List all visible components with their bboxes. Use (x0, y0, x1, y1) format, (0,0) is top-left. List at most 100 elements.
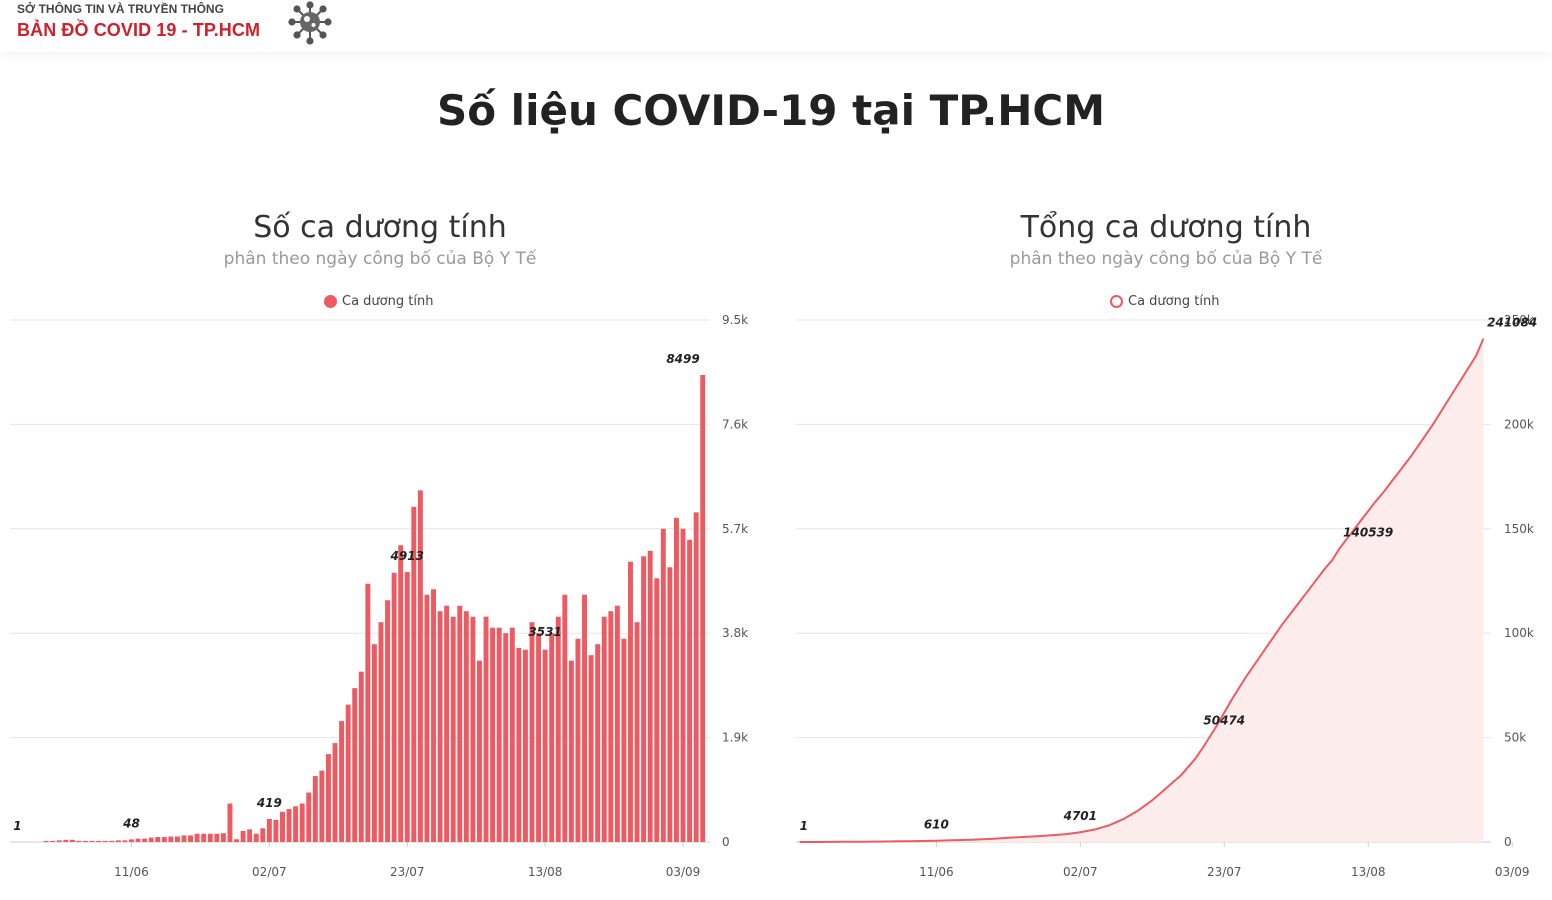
chart1-bar (680, 528, 686, 842)
chart1-bar (693, 512, 699, 842)
chart1-bar (339, 721, 345, 842)
chart1-y-tick-label: 9.5k (722, 313, 748, 327)
chart1-bar (398, 545, 404, 842)
chart1-bar (148, 837, 154, 842)
chart1-bar (286, 809, 292, 842)
chart1-bar (628, 561, 633, 842)
chart1-bar (234, 839, 239, 842)
chart1-bar (555, 616, 561, 842)
chart2-title: Tổng ca dương tính (1020, 210, 1312, 245)
header-org-name: SỞ THÔNG TIN VÀ TRUYỀN THÔNG (17, 2, 224, 16)
chart2-y-tick-label: 0 (1504, 835, 1512, 849)
chart1-bar (437, 611, 443, 842)
chart1-bar (293, 806, 299, 842)
chart1-bar (214, 833, 220, 842)
chart1-data-label: 8499 (666, 352, 699, 366)
chart1-x-tick-label: 23/07 (390, 865, 425, 879)
chart1-x-tick-label: 03/09 (666, 865, 701, 879)
chart2-subtitle: phân theo ngày công bố của Bộ Y Tế (1009, 249, 1323, 269)
chart1-bar (253, 833, 259, 842)
chart1-bar (411, 506, 417, 842)
chart1-bar (385, 600, 391, 842)
chart1-bar (280, 811, 285, 842)
chart1-bar (516, 647, 522, 842)
chart1-bar (142, 838, 148, 842)
chart2-x-tick-label: 23/07 (1207, 865, 1242, 879)
chart1-bar (588, 655, 594, 842)
chart1-bar (273, 820, 279, 842)
chart1-bar (50, 840, 56, 842)
header-site-title[interactable]: BẢN ĐỒ COVID 19 - TP.HCM (17, 20, 261, 40)
chart1-bar (457, 605, 463, 842)
chart1-bar (174, 836, 180, 842)
chart2-y-tick-label: 150k (1504, 522, 1534, 536)
chart1-bar (470, 616, 476, 842)
chart1-bar (345, 704, 351, 842)
chart1-bar (89, 840, 95, 842)
chart1-bar (549, 633, 555, 842)
chart1-bar (667, 567, 673, 842)
chart1-bar (490, 627, 496, 842)
chart1-y-tick-label: 0 (722, 835, 730, 849)
chart1-bar (168, 836, 174, 842)
chart1-y-tick-label: 7.6k (722, 417, 748, 431)
chart1-bar (496, 627, 502, 842)
chart1-bar (700, 375, 706, 842)
chart2-legend[interactable]: Ca dương tính (1110, 294, 1219, 309)
chart1-bar (227, 803, 233, 842)
chart1-bar (450, 616, 456, 842)
chart1-data-label: 419 (256, 796, 282, 810)
chart1-bar (102, 840, 108, 842)
chart1-data-label: 3531 (528, 625, 561, 639)
chart1-bar (660, 528, 666, 842)
chart2-y-tick-label: 100k (1504, 626, 1534, 640)
chart2-legend-label: Ca dương tính (1128, 294, 1220, 309)
chart1-bar (43, 840, 49, 842)
chart1-bar (634, 622, 640, 842)
chart1-bar (641, 556, 647, 842)
chart1-bar (207, 833, 213, 842)
chart1-bar (83, 840, 88, 842)
chart1-bar (404, 572, 410, 842)
chart1-bar (129, 839, 134, 842)
chart1-bar (595, 644, 601, 842)
chart1-bar (371, 644, 377, 842)
chart1-bar (181, 835, 187, 842)
chart2-data-label: 50474 (1203, 714, 1245, 728)
chart1-bar (194, 833, 200, 842)
chart1-bar (417, 490, 423, 842)
chart1-bar (463, 611, 469, 842)
chart1-bar (266, 818, 272, 842)
chart1-y-tick-label: 5.7k (722, 522, 748, 536)
chart2-x-tick-label: 03/09 (1495, 865, 1530, 879)
chart1-bar (503, 633, 509, 842)
virus-icon[interactable] (284, 0, 336, 48)
chart1-bar (358, 671, 364, 842)
chart1-bar (536, 633, 542, 842)
chart1-data-label: 1 (13, 819, 21, 833)
chart1-bar (312, 776, 318, 842)
chart1-bar (76, 840, 82, 842)
chart1-bar (542, 649, 548, 842)
chart1-bar (568, 660, 574, 842)
chart1-legend[interactable]: Ca dương tính (324, 294, 433, 309)
chart1-bar (621, 638, 627, 842)
chart1-bar (365, 583, 371, 842)
chart1-bar (614, 605, 620, 842)
chart1-bar (654, 578, 660, 842)
chart1-bar (522, 649, 528, 842)
chart1-subtitle: phân theo ngày công bố của Bộ Y Tế (223, 249, 537, 269)
chart2-series-line (799, 338, 1485, 843)
chart1-bar (201, 833, 207, 842)
chart1-bar (69, 839, 75, 842)
chart1-bar (477, 660, 482, 842)
chart1-x-tick-label: 11/06 (114, 865, 149, 879)
chart1-bar (673, 517, 679, 842)
chart1-bar (332, 743, 338, 842)
chart2-y-tick-label: 50k (1504, 731, 1526, 745)
chart1-legend-swatch (324, 295, 337, 308)
chart1-bar (509, 627, 515, 842)
chart2-data-label: 4701 (1063, 809, 1097, 823)
site-header: SỞ THÔNG TIN VÀ TRUYỀN THÔNG BẢN ĐỒ COVI… (0, 0, 1552, 52)
chart1-x-tick-label: 13/08 (528, 865, 563, 879)
